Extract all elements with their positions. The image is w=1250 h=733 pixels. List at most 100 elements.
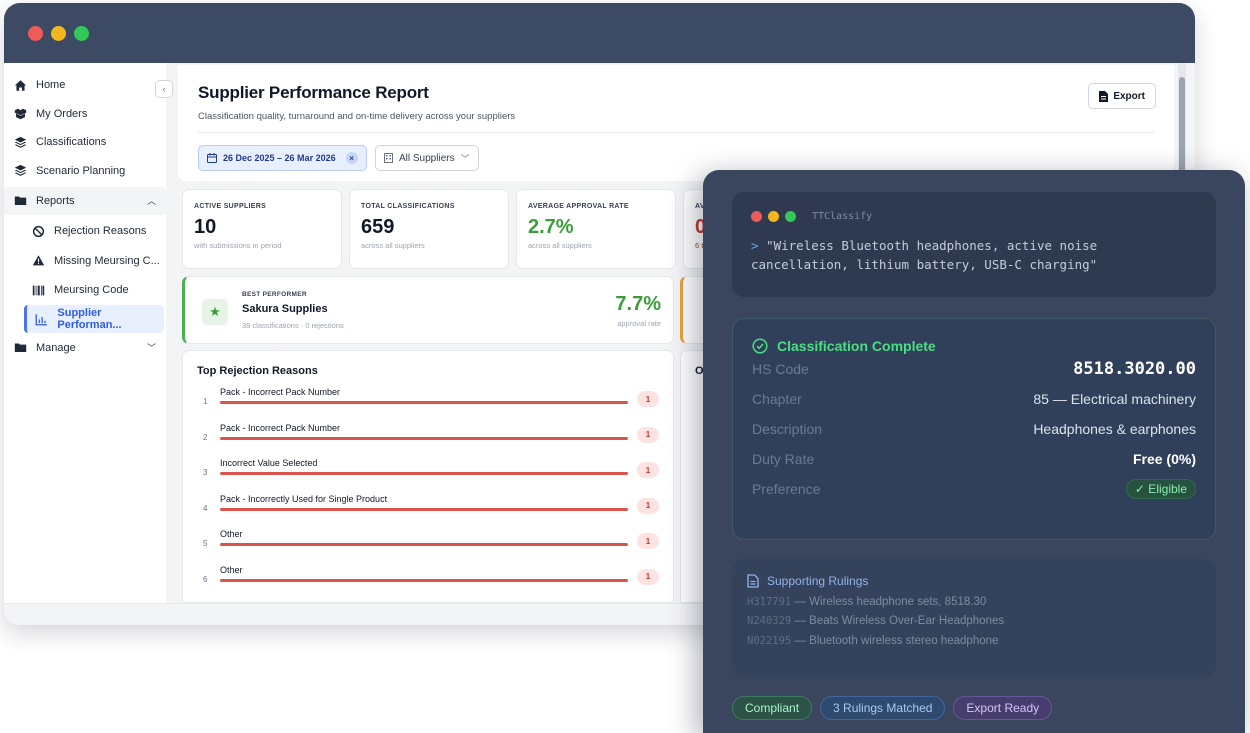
field-key: HS Code xyxy=(752,361,809,377)
sidebar-item-my-orders[interactable]: My Orders xyxy=(4,100,166,128)
minimize-window-button[interactable] xyxy=(51,25,66,41)
field-key: Chapter xyxy=(752,391,802,407)
rejection-rank: 6 xyxy=(203,574,208,584)
clear-date-filter-icon[interactable]: × xyxy=(345,152,358,164)
best-performer-label: BEST PERFORMER xyxy=(242,291,307,298)
terminal-minimize-dot xyxy=(768,211,779,222)
sidebar-item-reports[interactable]: Reports ︿ xyxy=(4,186,166,215)
stat-card-active-suppliers: ACTIVE SUPPLIERS 10 with submissions in … xyxy=(182,189,342,269)
compliant-chip: Compliant xyxy=(732,696,813,720)
building-icon xyxy=(384,153,393,163)
rejection-label: Pack - Incorrectly Used for Single Produ… xyxy=(220,493,388,504)
chart-icon xyxy=(35,312,48,326)
page-subtitle: Classification quality, turnaround and o… xyxy=(198,111,516,122)
terminal-command-text: "Wireless Bluetooth headphones, active n… xyxy=(751,238,1098,272)
classification-status: Classification Complete xyxy=(752,338,1196,354)
field-key: Preference xyxy=(752,481,821,497)
chevron-down-icon: ﹀ xyxy=(146,343,156,353)
stat-label: TOTAL CLASSIFICATIONS xyxy=(361,203,455,210)
export-button[interactable]: Export xyxy=(1088,83,1156,109)
sidebar-item-rejection-reasons[interactable]: Rejection Reasons xyxy=(4,217,166,246)
terminal-header: TTClassify xyxy=(751,211,1197,222)
box-icon xyxy=(13,107,27,121)
stat-sub: 6 to xyxy=(695,241,708,250)
sidebar-item-label: Scenario Planning xyxy=(36,164,126,177)
field-duty-rate: Duty Rate Free (0%) xyxy=(752,444,1196,474)
stat-value: 10 xyxy=(194,216,217,238)
chevron-left-icon: ‹ xyxy=(162,84,166,94)
ruling-id: N022195 xyxy=(747,634,792,647)
terminal-app-name: TTClassify xyxy=(812,211,873,222)
classification-result-panel: Classification Complete HS Code 8518.302… xyxy=(732,318,1216,540)
rejection-bar xyxy=(220,436,628,440)
field-value: 85 — Electrical machinery xyxy=(1033,391,1196,407)
rulings-header: Supporting Rulings xyxy=(747,574,1201,588)
rulings-title: Supporting Rulings xyxy=(767,574,869,588)
field-value: 8518.3020.00 xyxy=(1073,359,1196,379)
sidebar-item-scenario-planning[interactable]: Scenario Planning xyxy=(4,157,166,185)
supplier-filter-dropdown[interactable]: All Suppliers ﹀ xyxy=(375,145,479,171)
stat-value: 2.7% xyxy=(528,216,574,238)
rejection-rank: 2 xyxy=(203,432,208,442)
stat-sub: across all suppliers xyxy=(361,241,425,250)
classification-status-label: Classification Complete xyxy=(777,338,936,354)
rejection-count-badge: 1 xyxy=(637,462,659,479)
stat-card-approval-rate: AVERAGE APPROVAL RATE 2.7% across all su… xyxy=(516,189,676,269)
sidebar-item-label: Meursing Code xyxy=(54,284,129,296)
ruling-item[interactable]: H317791 — Wireless headphone sets, 8518.… xyxy=(747,596,1201,608)
close-window-button[interactable] xyxy=(28,25,43,41)
best-performer-card: ★ BEST PERFORMER Sakura Supplies 39 clas… xyxy=(182,276,674,344)
sidebar-item-label: Supplier Performan... xyxy=(57,307,122,331)
rejection-label: Pack - Incorrect Pack Number xyxy=(220,422,341,433)
rejection-row: 4 Pack - Incorrectly Used for Single Prod… xyxy=(197,492,659,528)
rejection-rank: 4 xyxy=(203,503,208,513)
rejection-count-badge: 1 xyxy=(637,391,659,407)
ruling-text: — Bluetooth wireless stereo headphone xyxy=(794,634,999,647)
field-key: Description xyxy=(752,421,823,437)
sidebar-item-label: Manage xyxy=(36,341,76,354)
sidebar-item-classifications[interactable]: Classifications xyxy=(4,128,166,156)
rejection-row: 1 Pack - Incorrect Pack Number 1 xyxy=(197,385,659,421)
rejection-label: Incorrect Value Selected xyxy=(220,458,318,469)
sidebar-item-manage[interactable]: Manage ﹀ xyxy=(4,334,166,362)
warning-icon xyxy=(31,254,45,268)
barcode-icon xyxy=(31,283,45,297)
document-icon xyxy=(747,574,759,588)
stat-sub: with submissions in period xyxy=(194,241,282,250)
folder-icon xyxy=(13,194,27,208)
sidebar-item-home[interactable]: Home xyxy=(4,71,166,99)
rejection-count-badge: 1 xyxy=(637,497,659,514)
file-icon xyxy=(1099,90,1109,102)
star-icon: ★ xyxy=(202,299,228,325)
rejection-bar xyxy=(220,472,628,476)
rejection-row: 5 Other 1 xyxy=(197,527,659,563)
date-range-filter[interactable]: 26 Dec 2025 – 26 Mar 2026 × xyxy=(198,145,367,171)
maximize-window-button[interactable] xyxy=(74,25,89,41)
sidebar-item-supplier-performance[interactable]: Supplier Performan... xyxy=(24,305,164,333)
field-value: Free (0%) xyxy=(1132,451,1196,467)
supplier-filter-label: All Suppliers xyxy=(399,152,455,164)
ruling-item[interactable]: N240329 — Beats Wireless Over-Ear Headph… xyxy=(747,615,1201,627)
rejection-rank: 5 xyxy=(203,539,208,549)
sidebar-item-label: Missing Meursing C... xyxy=(54,254,160,267)
ruling-text: — Wireless headphone sets, 8518.30 xyxy=(794,595,987,608)
ruling-text: — Beats Wireless Over-Ear Headphones xyxy=(794,615,1005,627)
rejection-rank: 3 xyxy=(203,468,208,478)
best-performer-rate: 7.7% xyxy=(615,293,661,315)
scrollbar-thumb[interactable] xyxy=(1179,77,1185,177)
stat-value: 0 xyxy=(695,216,707,238)
sidebar-item-meursing-code[interactable]: Meursing Code xyxy=(4,276,166,305)
report-header: Supplier Performance Report Classificati… xyxy=(178,65,1174,181)
terminal-close-dot xyxy=(751,211,762,222)
date-range-label: 26 Dec 2025 – 26 Mar 2026 xyxy=(223,153,336,163)
ruling-item[interactable]: N022195 — Bluetooth wireless stereo head… xyxy=(747,635,1201,647)
collapse-sidebar-button[interactable]: ‹ xyxy=(155,80,173,98)
rejection-label: Pack - Incorrect Pack Number xyxy=(220,387,341,397)
best-performer-name: Sakura Supplies xyxy=(242,303,328,315)
sidebar-item-missing-meursing[interactable]: Missing Meursing C... xyxy=(4,246,166,275)
stat-value: 659 xyxy=(361,216,395,238)
top-rejection-reasons-card: Top Rejection Reasons 1 Pack - Incorrect … xyxy=(182,350,674,603)
window-body: Home My Orders Classifications xyxy=(4,63,1195,625)
rejection-bar xyxy=(220,578,628,582)
